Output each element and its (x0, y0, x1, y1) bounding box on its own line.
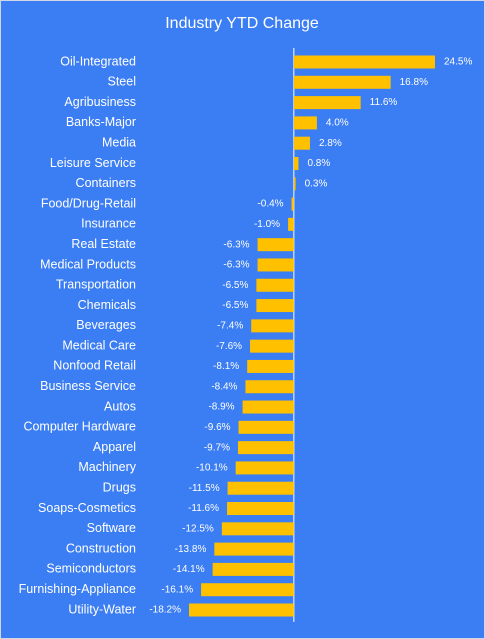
value-label: -6.5% (222, 280, 248, 291)
value-label: 0.8% (307, 158, 330, 169)
category-label: Food/Drug-Retail (41, 196, 136, 210)
bar (288, 217, 294, 231)
bar (257, 258, 294, 272)
value-label: -9.7% (204, 442, 230, 453)
bar (242, 400, 294, 414)
category-label: Chemicals (78, 298, 136, 312)
category-label: Utility-Water (68, 602, 136, 616)
bar (201, 583, 294, 597)
category-label: Banks-Major (66, 115, 136, 129)
category-label: Software (87, 521, 136, 535)
bar (293, 75, 391, 89)
category-label: Construction (66, 541, 136, 555)
category-label: Medical Care (62, 338, 136, 352)
category-label: Real Estate (71, 237, 136, 251)
category-label: Insurance (81, 217, 136, 231)
category-label: Business Service (40, 379, 136, 393)
bar (238, 420, 294, 434)
bar (245, 380, 294, 394)
bar (237, 441, 294, 455)
value-label: -6.3% (223, 239, 249, 250)
bar (293, 96, 361, 110)
value-label: 11.6% (370, 97, 398, 108)
value-label: -8.4% (211, 381, 237, 392)
bar (247, 359, 294, 373)
category-label: Containers (76, 176, 136, 190)
value-label: -9.6% (204, 422, 230, 433)
category-label: Machinery (78, 460, 136, 474)
category-label: Autos (104, 399, 136, 413)
value-label: -11.6% (188, 503, 219, 514)
bar (214, 542, 294, 556)
value-label: -0.4% (257, 199, 283, 210)
category-label: Apparel (93, 440, 136, 454)
bar (221, 522, 294, 536)
bar (235, 461, 294, 475)
value-label: -6.3% (223, 260, 249, 271)
bar (227, 481, 294, 495)
bar (251, 319, 294, 333)
bar (250, 339, 294, 353)
category-label: Medical Products (40, 257, 136, 271)
category-label: Computer Hardware (23, 420, 136, 434)
value-label: -10.1% (196, 463, 228, 474)
value-label: -8.9% (208, 402, 234, 413)
chart-title: Industry YTD Change (165, 15, 319, 32)
bar (293, 116, 317, 130)
bar (256, 299, 294, 313)
category-label: Transportation (56, 278, 136, 292)
bar (212, 562, 294, 576)
category-label: Soaps-Cosmetics (38, 501, 136, 515)
value-label: 4.0% (326, 118, 349, 129)
value-label: 0.3% (305, 178, 328, 189)
value-label: -11.5% (189, 483, 220, 494)
category-label: Nonfood Retail (53, 359, 136, 373)
bar (189, 603, 294, 617)
category-label: Drugs (103, 481, 136, 495)
category-label: Agribusiness (64, 95, 136, 109)
bar (227, 502, 294, 516)
category-label: Furnishing-Appliance (19, 582, 136, 596)
value-label: 24.5% (444, 57, 472, 68)
value-label: 2.8% (319, 138, 342, 149)
value-label: -7.4% (217, 320, 243, 331)
bar (293, 55, 435, 69)
bar (293, 136, 310, 150)
value-label: -14.1% (173, 564, 205, 575)
bar (291, 197, 294, 211)
category-label: Leisure Service (50, 156, 136, 170)
category-label: Beverages (76, 318, 136, 332)
value-label: -7.6% (216, 341, 242, 352)
value-label: -8.1% (213, 361, 239, 372)
value-label: 16.8% (400, 77, 428, 88)
category-label: Semiconductors (46, 562, 136, 576)
bar (257, 238, 294, 252)
value-label: -6.5% (222, 300, 248, 311)
category-label: Oil-Integrated (60, 54, 136, 68)
bar (256, 278, 294, 292)
bar (293, 156, 299, 170)
value-label: -18.2% (149, 605, 181, 616)
category-label: Media (102, 135, 136, 149)
bar (293, 177, 296, 191)
category-label: Steel (108, 75, 137, 89)
value-label: -16.1% (161, 584, 193, 595)
value-label: -13.8% (175, 544, 207, 555)
value-label: -1.0% (254, 219, 280, 230)
value-label: -12.5% (182, 523, 214, 534)
